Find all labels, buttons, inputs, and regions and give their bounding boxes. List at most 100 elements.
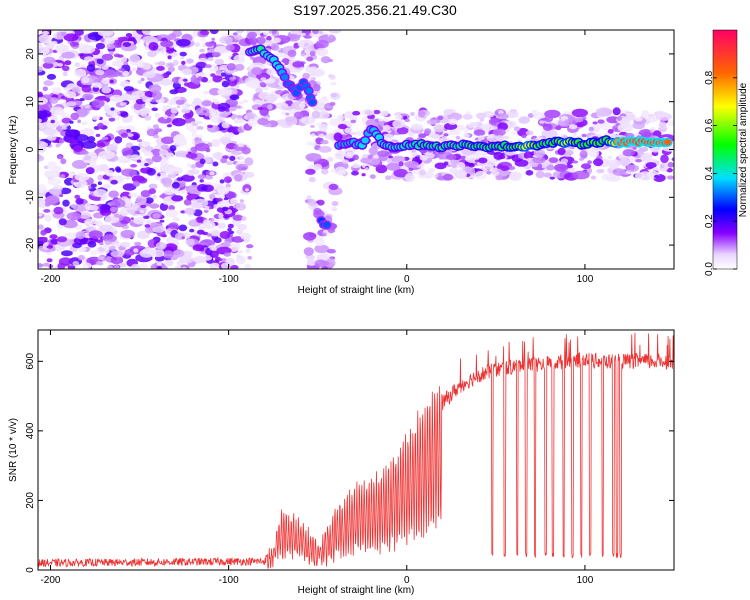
- noise-blob: [463, 133, 470, 138]
- noise-blob: [175, 150, 189, 158]
- noise-blob: [114, 136, 123, 144]
- noise-blob: [131, 67, 137, 72]
- noise-blob: [300, 116, 316, 125]
- noise-blob: [407, 131, 415, 137]
- noise-blob: [302, 72, 310, 80]
- noise-blob: [38, 263, 44, 268]
- noise-blob: [140, 190, 151, 198]
- noise-blob: [473, 129, 486, 136]
- noise-blob: [86, 136, 96, 143]
- noise-blob: [88, 178, 93, 182]
- noise-blob: [167, 55, 172, 60]
- noise-blob: [245, 188, 249, 192]
- noise-blob: [303, 247, 314, 256]
- noise-blob: [209, 87, 221, 96]
- noise-blob: [557, 147, 566, 156]
- noise-blob: [119, 102, 127, 106]
- noise-blob: [43, 46, 50, 51]
- noise-blob: [53, 206, 64, 215]
- noise-blob: [306, 141, 316, 146]
- noise-blob: [217, 200, 231, 208]
- noise-blob: [579, 150, 588, 159]
- noise-blob: [172, 216, 181, 222]
- noise-blob: [211, 37, 215, 41]
- noise-blob: [410, 112, 415, 116]
- noise-blob: [185, 238, 195, 246]
- x-tick-label: 100: [577, 575, 594, 586]
- noise-blob: [97, 30, 114, 37]
- noise-blob: [46, 135, 57, 141]
- noise-blob: [241, 216, 247, 221]
- noise-blob: [46, 245, 54, 249]
- noise-blob: [606, 116, 620, 124]
- noise-blob: [209, 246, 216, 251]
- noise-blob: [199, 179, 204, 183]
- noise-blob: [142, 62, 152, 70]
- noise-blob: [352, 154, 359, 161]
- noise-blob: [260, 114, 264, 119]
- noise-blob: [312, 30, 319, 35]
- noise-blob: [192, 122, 198, 127]
- noise-blob: [632, 146, 637, 150]
- noise-blob: [237, 223, 247, 231]
- noise-blob: [592, 121, 598, 125]
- noise-blob: [477, 135, 485, 141]
- noise-blob: [126, 133, 134, 137]
- noise-blob: [229, 197, 238, 205]
- ridge-mark: [281, 74, 289, 81]
- noise-blob: [44, 214, 52, 222]
- noise-blob: [109, 206, 118, 212]
- noise-blob: [201, 100, 213, 107]
- noise-blob: [73, 145, 83, 153]
- noise-blob: [210, 111, 216, 117]
- noise-blob: [121, 147, 133, 156]
- noise-blob: [125, 33, 133, 38]
- noise-blob: [120, 229, 135, 239]
- noise-blob: [316, 199, 325, 206]
- noise-blob: [191, 132, 198, 138]
- noise-blob: [387, 155, 394, 159]
- noise-blob: [123, 86, 134, 92]
- noise-blob: [134, 241, 142, 246]
- noise-blob: [436, 175, 445, 181]
- noise-blob: [91, 115, 101, 121]
- noise-blob: [74, 172, 90, 181]
- noise-blob: [313, 208, 322, 215]
- noise-blob: [101, 136, 109, 140]
- noise-blob: [597, 119, 605, 124]
- noise-blob: [302, 31, 313, 39]
- noise-blob: [331, 207, 337, 212]
- noise-blob: [214, 46, 229, 54]
- noise-blob: [80, 121, 88, 126]
- noise-blob: [182, 102, 191, 110]
- noise-blob: [129, 95, 135, 101]
- noise-blob: [234, 35, 243, 40]
- noise-blob: [199, 48, 206, 53]
- noise-blob: [152, 213, 161, 219]
- noise-blob: [128, 192, 138, 198]
- noise-blob: [147, 50, 157, 58]
- y-tick-label: 0: [25, 146, 36, 152]
- noise-blob: [653, 174, 660, 179]
- ridge-mark: [308, 99, 316, 106]
- noise-blob: [666, 120, 674, 126]
- noise-blob: [157, 61, 166, 66]
- noise-blob: [186, 163, 192, 168]
- noise-blob: [141, 95, 148, 100]
- noise-blob: [175, 99, 185, 105]
- noise-blob: [141, 141, 151, 148]
- noise-blob: [206, 233, 213, 237]
- noise-blob: [101, 78, 110, 85]
- noise-blob: [321, 232, 327, 237]
- noise-blob: [481, 151, 488, 157]
- noise-blob: [104, 36, 115, 45]
- noise-blob: [221, 262, 229, 269]
- noise-blob: [599, 122, 612, 131]
- noise-blob: [151, 90, 158, 94]
- noise-blob: [305, 168, 316, 175]
- noise-blob: [60, 31, 67, 37]
- noise-blob: [192, 30, 198, 34]
- noise-blob: [425, 152, 435, 159]
- noise-blob: [214, 58, 224, 66]
